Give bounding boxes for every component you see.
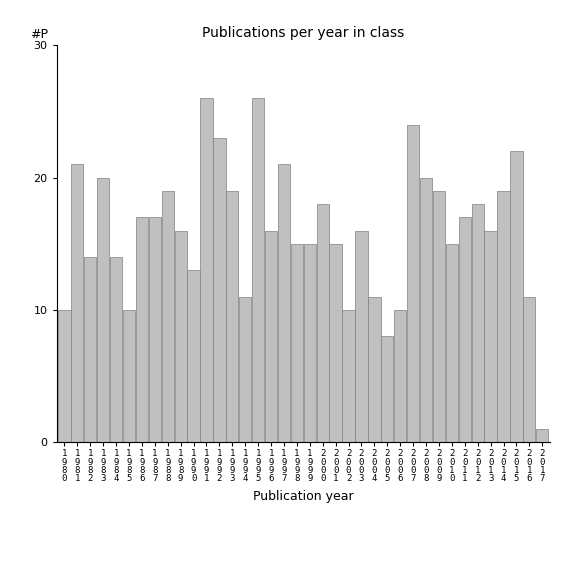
Bar (213, 138, 226, 442)
Title: Publications per year in class: Publications per year in class (202, 26, 404, 40)
Bar (175, 231, 187, 442)
Bar (149, 217, 161, 442)
X-axis label: Publication year: Publication year (253, 490, 354, 503)
Bar (368, 297, 380, 442)
Bar (252, 98, 264, 442)
Bar (136, 217, 148, 442)
Bar (278, 164, 290, 442)
Bar (420, 177, 432, 442)
Bar (446, 244, 458, 442)
Bar (265, 231, 277, 442)
Bar (226, 191, 239, 442)
Bar (84, 257, 96, 442)
Bar (497, 191, 510, 442)
Bar (200, 98, 213, 442)
Bar (407, 125, 419, 442)
Bar (484, 231, 497, 442)
Bar (71, 164, 83, 442)
Bar (459, 217, 471, 442)
Text: #P: #P (29, 28, 48, 41)
Bar (316, 204, 329, 442)
Bar (188, 270, 200, 442)
Bar (58, 310, 70, 442)
Bar (304, 244, 316, 442)
Bar (97, 177, 109, 442)
Bar (523, 297, 535, 442)
Bar (433, 191, 445, 442)
Bar (510, 151, 523, 442)
Bar (162, 191, 174, 442)
Bar (472, 204, 484, 442)
Bar (110, 257, 122, 442)
Bar (123, 310, 135, 442)
Bar (239, 297, 251, 442)
Bar (536, 429, 548, 442)
Bar (356, 231, 367, 442)
Bar (291, 244, 303, 442)
Bar (381, 336, 393, 442)
Bar (342, 310, 355, 442)
Bar (394, 310, 407, 442)
Bar (329, 244, 342, 442)
